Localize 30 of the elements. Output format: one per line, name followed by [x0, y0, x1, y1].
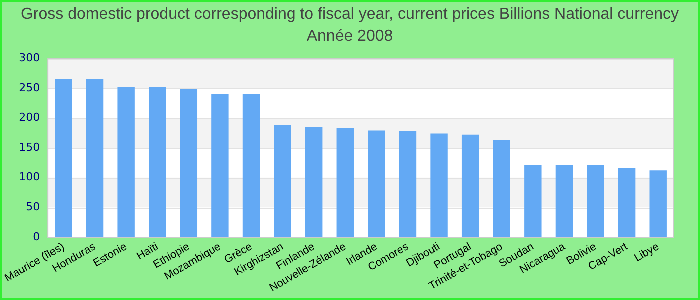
- chart-title: Gross domestic product corresponding to fiscal year, current prices Billions National currency: [20, 5, 680, 25]
- bar: [305, 127, 323, 238]
- bar: [180, 89, 198, 238]
- bar: [618, 168, 636, 238]
- bar: [556, 165, 574, 238]
- bar: [399, 131, 417, 238]
- bar: [242, 94, 260, 238]
- y-tick-label: 200: [19, 111, 40, 124]
- y-tick-label: 300: [19, 51, 40, 64]
- y-tick-label: 50: [26, 200, 40, 214]
- bar: [212, 94, 229, 238]
- y-tick-label: 100: [19, 170, 40, 184]
- y-tick-label: 150: [19, 140, 40, 154]
- bar: [118, 87, 135, 238]
- y-tick-label: 0: [33, 230, 40, 244]
- bar: [86, 79, 104, 238]
- bar: [149, 87, 166, 238]
- bar: [493, 140, 510, 238]
- bar: [55, 79, 72, 238]
- bar: [587, 165, 604, 238]
- bar: [524, 165, 542, 238]
- bar: [336, 128, 354, 238]
- y-tick-label: 250: [19, 81, 40, 94]
- bar: [368, 130, 386, 238]
- chart-subtitle: Année 2008: [306, 27, 394, 47]
- x-tick-label: Libye: [632, 241, 662, 265]
- bar: [462, 134, 480, 238]
- bar: [274, 125, 292, 238]
- bar: [430, 134, 448, 238]
- bar: [650, 170, 667, 238]
